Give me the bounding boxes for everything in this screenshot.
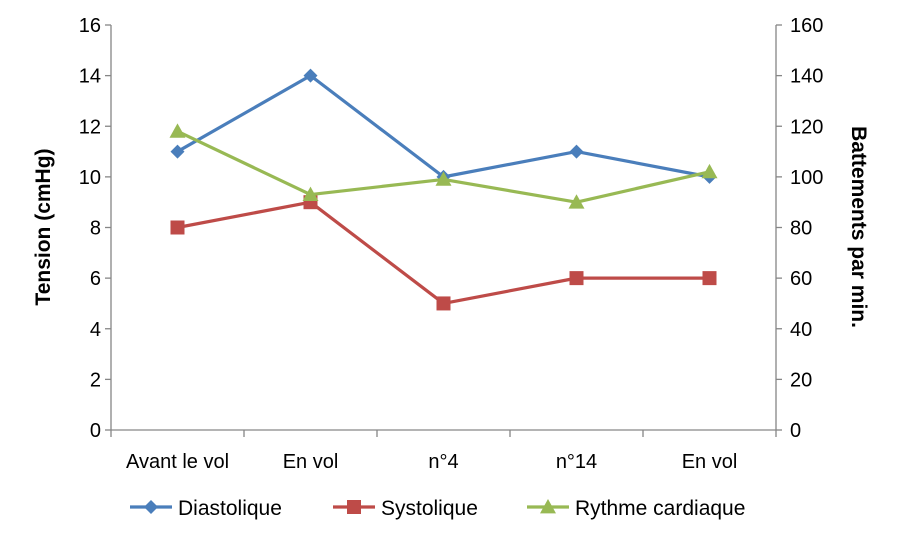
legend-item: Systolique <box>333 497 478 520</box>
legend-swatch-marker <box>144 500 158 514</box>
y-right-tick-label: 160 <box>790 15 823 37</box>
y-right-tick-label: 40 <box>790 319 812 341</box>
data-point <box>170 220 185 235</box>
data-point <box>303 68 318 83</box>
y-left-tick-label: 0 <box>90 420 101 442</box>
y-left-tick-label: 12 <box>79 116 101 138</box>
y-left-tick-label: 10 <box>79 167 101 189</box>
legend-swatch-marker <box>347 500 361 514</box>
y-right-tick-label: 140 <box>790 66 823 88</box>
axes-layer <box>110 25 777 431</box>
legend-label: Rythme cardiaque <box>575 497 745 520</box>
y-right-tick-label: 120 <box>790 116 823 138</box>
data-point <box>569 271 584 286</box>
y-axis-right-title: Battements par min. <box>847 126 870 328</box>
y-left-tick-label: 16 <box>79 15 101 37</box>
series-rythme-cardiaque <box>169 123 718 209</box>
legend: Diastolique Systolique Rythme cardiaque <box>130 497 745 520</box>
data-point <box>569 144 584 159</box>
legend-label: Systolique <box>381 497 478 520</box>
y-right-tick-label: 0 <box>790 420 801 442</box>
data-point <box>702 271 717 286</box>
data-point <box>302 186 319 201</box>
y-right-tick-label: 60 <box>790 268 812 290</box>
x-tick-label: En vol <box>682 451 738 473</box>
data-point <box>436 296 451 311</box>
data-point <box>701 163 718 179</box>
x-tick-label: n°14 <box>556 451 597 473</box>
data-point <box>568 194 585 209</box>
y-left-tick-label: 4 <box>90 319 101 341</box>
y-axis-left-title: Tension (cmHg) <box>32 148 55 305</box>
x-tick-label: En vol <box>283 451 339 473</box>
y-right-tick-label: 20 <box>790 369 812 391</box>
series-line <box>176 129 710 204</box>
data-point <box>170 144 185 159</box>
series-line <box>176 74 710 179</box>
y-right-tick-label: 100 <box>790 167 823 189</box>
x-tick-label: n°4 <box>428 451 458 473</box>
legend-item: Rythme cardiaque <box>527 497 745 520</box>
series-line <box>177 200 710 306</box>
legend-swatch-marker <box>540 499 556 514</box>
y-left-tick-label: 2 <box>90 369 101 391</box>
data-point <box>435 171 452 186</box>
y-right-tick-label: 80 <box>790 218 812 240</box>
series-layer <box>169 68 718 311</box>
y-left-tick-label: 14 <box>79 66 101 88</box>
legend-item: Diastolique <box>130 497 282 520</box>
series-systolique <box>170 195 717 311</box>
x-tick-label: Avant le vol <box>126 451 229 473</box>
y-left-tick-label: 8 <box>90 218 101 240</box>
y-left-tick-label: 6 <box>90 268 101 290</box>
legend-label: Diastolique <box>178 497 282 520</box>
ticks-layer: 0246810121416020406080100120140160Avant … <box>79 15 824 473</box>
data-point <box>169 123 186 138</box>
